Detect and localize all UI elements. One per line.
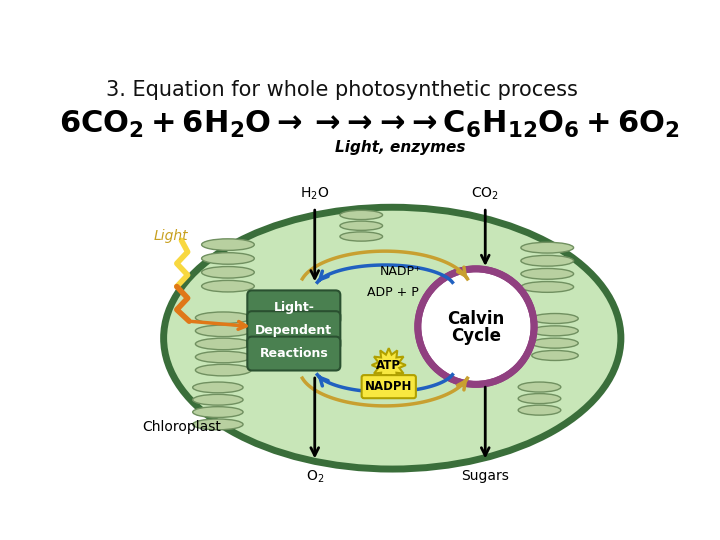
Text: NADP⁺: NADP⁺ (379, 265, 421, 278)
Text: ATP: ATP (377, 359, 401, 372)
Ellipse shape (518, 394, 561, 403)
Ellipse shape (193, 394, 243, 405)
Text: Light-: Light- (274, 301, 314, 314)
Ellipse shape (340, 211, 382, 220)
Text: NADPH: NADPH (365, 380, 413, 393)
Text: O$_2$: O$_2$ (305, 469, 324, 485)
Ellipse shape (518, 405, 561, 415)
Text: Chloroplast: Chloroplast (143, 420, 222, 434)
Ellipse shape (195, 312, 251, 323)
Ellipse shape (202, 267, 254, 278)
Ellipse shape (193, 382, 243, 393)
Polygon shape (372, 348, 406, 382)
Circle shape (418, 269, 534, 384)
Text: Calvin: Calvin (447, 310, 505, 328)
Ellipse shape (193, 419, 243, 430)
Ellipse shape (532, 338, 578, 348)
FancyBboxPatch shape (361, 375, 416, 398)
Text: $\bf{6CO_2 + 6H_2O \rightarrow \rightarrow\!\rightarrow\!\rightarrow\!\rightarro: $\bf{6CO_2 + 6H_2O \rightarrow \rightarr… (58, 109, 680, 140)
Ellipse shape (195, 325, 251, 336)
Text: Light: Light (154, 229, 189, 243)
Ellipse shape (163, 207, 621, 469)
Ellipse shape (202, 253, 254, 264)
Ellipse shape (193, 407, 243, 417)
Text: Sugars: Sugars (462, 469, 509, 483)
Ellipse shape (521, 281, 574, 292)
Text: 3. Equation for whole photosynthetic process: 3. Equation for whole photosynthetic pro… (106, 80, 577, 100)
Ellipse shape (532, 326, 578, 336)
Ellipse shape (195, 338, 251, 350)
Ellipse shape (518, 382, 561, 392)
Circle shape (418, 269, 534, 384)
Ellipse shape (532, 314, 578, 323)
Ellipse shape (340, 232, 382, 241)
Text: Reactions: Reactions (259, 347, 328, 360)
Ellipse shape (202, 239, 254, 251)
Ellipse shape (195, 351, 251, 363)
Ellipse shape (521, 242, 574, 253)
Ellipse shape (532, 350, 578, 361)
FancyBboxPatch shape (248, 291, 341, 325)
Text: Dependent: Dependent (256, 324, 333, 337)
Ellipse shape (521, 255, 574, 266)
Text: H$_2$O: H$_2$O (300, 185, 329, 202)
Ellipse shape (521, 268, 574, 279)
Ellipse shape (340, 221, 382, 231)
Text: Cycle: Cycle (451, 327, 501, 345)
Text: ADP + P: ADP + P (366, 286, 418, 299)
Ellipse shape (195, 364, 251, 376)
Text: CO$_2$: CO$_2$ (472, 185, 499, 202)
Ellipse shape (202, 280, 254, 292)
Text: Light, enzymes: Light, enzymes (335, 140, 465, 156)
FancyBboxPatch shape (248, 336, 341, 370)
FancyBboxPatch shape (248, 311, 341, 350)
